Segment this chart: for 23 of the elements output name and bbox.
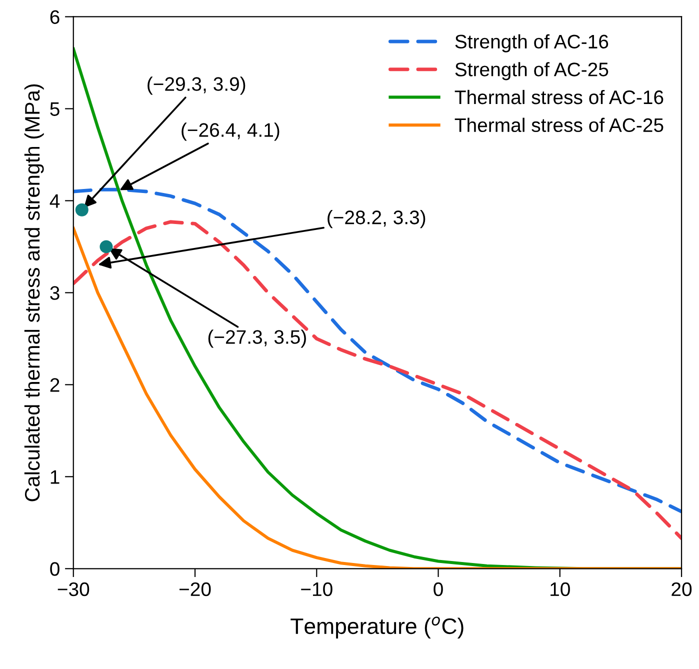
y-tick-label: 1 [50,470,60,484]
x-axis-title: Temperature ($^{o}$C) [290,616,464,638]
x-tick-label: −30 [58,582,90,596]
annotation: (−29.3, 3.9) [148,76,246,95]
y-tick-label: 3 [50,286,60,300]
annotation: (−27.3, 3.5) [208,330,306,348]
x-tick-label: 20 [672,582,692,596]
legend-label: Thermal stress of AC-16 [454,90,664,104]
y-tick-label: 0 [50,562,60,576]
x-tick-label: 10 [550,582,570,596]
x-tick-label: −10 [301,582,332,596]
y-tick-label: 5 [50,102,60,116]
x-tick-label: 0 [434,582,443,596]
annotation: (−26.4, 4.1) [182,122,280,141]
y-axis-title: Calculated thermal stress and strength (MPa) [24,84,44,502]
legend-label: Strength of AC-25 [455,62,608,80]
y-tick-label: 4 [50,194,60,208]
y-tick-label: 6 [50,10,60,24]
y-tick-label: 2 [50,378,60,392]
legend-label: Strength of AC-16 [455,34,608,52]
annotation: (−28.2, 3.3) [328,210,426,228]
legend-label: Thermal stress of AC-25 [454,118,664,132]
x-tick-label: −20 [179,582,211,596]
